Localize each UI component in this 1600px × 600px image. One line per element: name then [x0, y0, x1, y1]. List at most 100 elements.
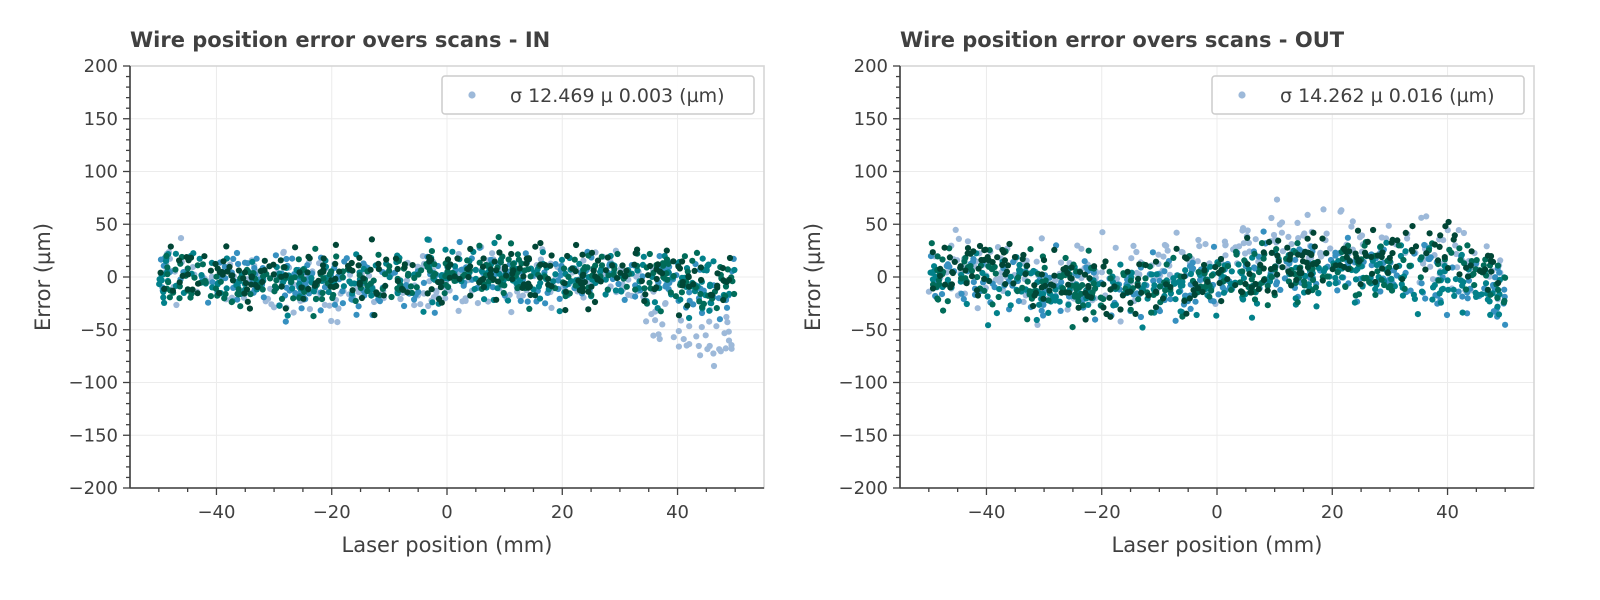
data-point: [476, 242, 483, 249]
data-point: [1038, 307, 1045, 314]
data-point: [1301, 282, 1308, 289]
data-point: [686, 314, 693, 322]
data-point: [1274, 271, 1281, 278]
data-point: [1252, 280, 1259, 288]
data-point: [420, 308, 427, 315]
data-point: [1201, 267, 1208, 274]
data-point: [1317, 249, 1324, 256]
data-point: [670, 334, 677, 341]
data-point: [189, 286, 196, 293]
data-point: [270, 271, 277, 278]
data-point: [1098, 269, 1105, 276]
data-point: [1386, 254, 1393, 261]
data-point: [1271, 264, 1278, 271]
data-point: [411, 274, 418, 282]
data-point: [383, 256, 390, 263]
data-point: [346, 278, 353, 285]
data-point: [1248, 314, 1256, 321]
data-point: [1195, 236, 1202, 244]
data-point: [935, 296, 942, 303]
data-point: [1191, 291, 1198, 299]
data-point: [952, 226, 959, 233]
data-point: [1246, 248, 1253, 255]
data-point: [1292, 256, 1299, 263]
data-point: [1010, 258, 1017, 266]
data-point: [1264, 282, 1271, 289]
data-point: [1064, 269, 1071, 277]
data-point: [631, 261, 638, 268]
data-point: [1260, 265, 1267, 272]
data-point: [1175, 288, 1183, 295]
data-point: [404, 289, 411, 296]
data-point: [548, 252, 555, 259]
data-point: [565, 273, 572, 280]
data-point: [699, 255, 706, 262]
data-point: [1352, 276, 1360, 283]
data-point: [1342, 283, 1349, 290]
data-point: [1095, 281, 1102, 288]
data-point: [1052, 297, 1059, 304]
data-point: [948, 281, 956, 288]
data-point: [479, 263, 487, 270]
data-point: [1268, 249, 1275, 256]
data-point: [1455, 227, 1462, 234]
data-point: [1081, 271, 1089, 278]
data-point: [1031, 282, 1038, 289]
data-point: [1354, 227, 1362, 234]
data-point: [1002, 281, 1009, 288]
data-point: [278, 295, 286, 302]
data-point: [403, 282, 410, 289]
data-point: [1086, 275, 1093, 282]
data-point: [1320, 268, 1327, 275]
data-point: [1090, 309, 1097, 316]
data-point: [249, 258, 256, 265]
data-point: [340, 283, 347, 290]
data-point: [201, 278, 208, 285]
data-point: [1256, 269, 1263, 276]
data-point: [1016, 261, 1023, 269]
data-point: [1163, 261, 1170, 268]
y-tick-label: −150: [839, 425, 888, 446]
data-point: [471, 286, 478, 293]
data-point: [166, 294, 173, 301]
data-point: [646, 250, 653, 258]
data-point: [964, 250, 971, 257]
data-point: [235, 267, 242, 274]
data-point: [706, 318, 713, 325]
data-point: [1127, 277, 1134, 284]
data-point: [237, 303, 244, 310]
data-point: [380, 292, 387, 299]
data-point: [681, 253, 689, 260]
data-point: [1024, 262, 1031, 269]
data-point: [413, 284, 420, 291]
data-point: [594, 276, 601, 283]
data-point: [713, 323, 720, 330]
data-point: [657, 308, 664, 315]
data-point: [1264, 302, 1271, 309]
data-point: [1352, 250, 1359, 257]
data-point: [408, 289, 416, 296]
data-point: [1422, 266, 1429, 273]
x-axis-label: Laser position (mm): [1112, 533, 1323, 557]
data-point: [655, 331, 662, 338]
data-point: [1213, 312, 1220, 319]
data-point: [659, 321, 666, 328]
data-point: [1228, 286, 1235, 293]
data-point: [318, 296, 326, 303]
data-point: [1085, 247, 1092, 254]
data-point: [428, 256, 435, 263]
data-point: [1107, 275, 1114, 282]
data-point: [433, 287, 440, 294]
data-point: [165, 279, 172, 286]
data-point: [1277, 286, 1284, 293]
data-point: [1501, 286, 1508, 293]
data-point: [1332, 274, 1339, 281]
data-point: [1273, 246, 1280, 253]
data-point: [532, 243, 539, 250]
data-point: [1384, 269, 1391, 276]
data-point: [1057, 259, 1065, 266]
data-point: [284, 312, 291, 319]
data-point: [598, 253, 605, 260]
data-point: [1477, 268, 1484, 275]
data-point: [1239, 296, 1246, 303]
